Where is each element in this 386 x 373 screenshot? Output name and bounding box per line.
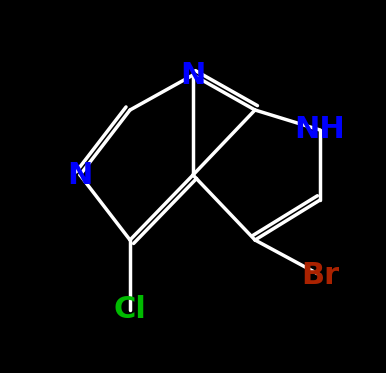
Text: Cl: Cl xyxy=(113,295,146,325)
Text: Br: Br xyxy=(301,260,339,289)
Text: N: N xyxy=(180,60,206,90)
Text: NH: NH xyxy=(295,116,345,144)
Text: N: N xyxy=(67,160,93,189)
